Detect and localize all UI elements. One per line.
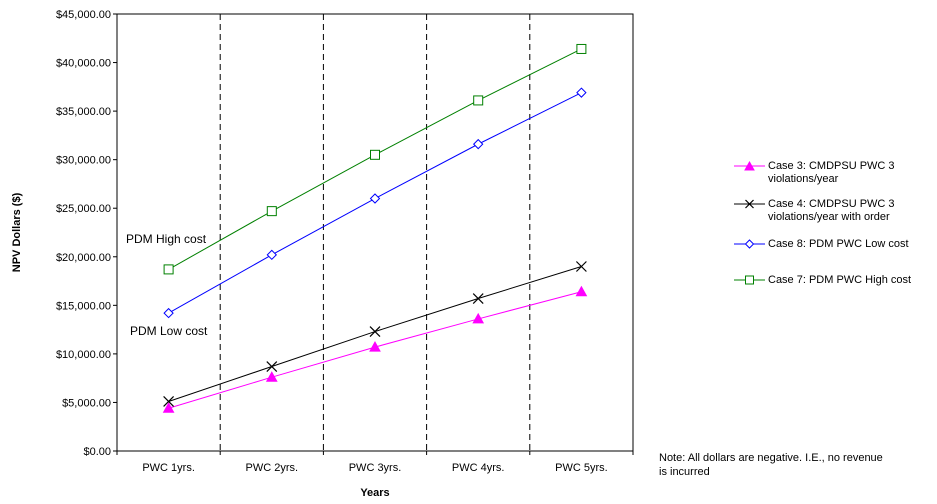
data-point xyxy=(472,312,485,324)
legend-item-case-3: Case 3: CMDPSU PWC 3 violations/year xyxy=(734,160,934,198)
legend-item-case-8: Case 8: PDM PWC Low cost xyxy=(734,238,934,274)
series-4 xyxy=(163,43,587,275)
y-tick-label: $40,000.00 xyxy=(56,58,111,70)
data-point xyxy=(473,95,484,106)
y-axis-title: NPV Dollars ($) xyxy=(11,192,23,272)
annotation-pdm-low-cost: PDM Low cost xyxy=(130,324,208,338)
y-tick-label: $45,000.00 xyxy=(56,9,111,21)
data-point xyxy=(370,149,380,160)
data-point xyxy=(265,371,278,382)
data-point xyxy=(369,193,381,204)
legend: Case 3: CMDPSU PWC 3 violations/year Cas… xyxy=(734,160,934,294)
legend-label-case-4: Case 4: CMDPSU PWC 3 violations/year wit… xyxy=(768,198,895,223)
y-axis: $0.00 $5,000.00 $10,000.00 $15,000.00 $20,00… xyxy=(56,9,117,458)
x-tick-label: PWC 5yrs. xyxy=(555,462,608,474)
data-point xyxy=(369,326,381,337)
legend-item-case-7: Case 7: PDM PWC High cost xyxy=(734,274,934,294)
data-point xyxy=(369,341,381,352)
y-tick-label: $25,000.00 xyxy=(56,203,111,215)
data-point xyxy=(472,138,484,150)
y-tick-label: $0.00 xyxy=(83,446,111,458)
x-tick-label: PWC 1yrs. xyxy=(142,462,195,474)
x-axis: PWC 1yrs. PWC 2yrs. PWC 3yrs. PWC 4yrs. PWC … xyxy=(116,451,634,474)
data-point xyxy=(266,361,278,372)
legend-item-case-4: Case 4: CMDPSU PWC 3 violations/year wit… xyxy=(734,198,934,238)
series-1 xyxy=(162,285,588,413)
y-tick-label: $5,000.00 xyxy=(62,397,111,409)
series-line xyxy=(168,266,582,402)
data-point xyxy=(472,293,484,304)
data-point xyxy=(576,43,587,54)
legend-label-case-3: Case 3: CMDPSU PWC 3 violations/year xyxy=(768,160,895,185)
y-tick-label: $35,000.00 xyxy=(56,106,111,118)
legend-marker-case-7 xyxy=(734,275,765,285)
data-point xyxy=(266,249,278,261)
data-point xyxy=(266,206,277,217)
annotation-pdm-high-cost: PDM High cost xyxy=(126,232,207,246)
legend-marker-case-8 xyxy=(734,239,765,249)
series-3 xyxy=(163,87,587,319)
note-text: Note: All dollars are negative. I.E., no… xyxy=(659,452,883,478)
x-axis-title: Years xyxy=(360,487,389,499)
legend-label-case-8: Case 8: PDM PWC Low cost xyxy=(768,238,909,250)
data-point xyxy=(163,264,174,275)
x-tick-label: PWC 2yrs. xyxy=(246,462,299,474)
series-2 xyxy=(163,261,587,407)
plot-area-border xyxy=(116,13,634,452)
x-tick-label: PWC 3yrs. xyxy=(349,462,402,474)
y-tick-label: $30,000.00 xyxy=(56,155,111,167)
legend-label-case-7: Case 7: PDM PWC High cost xyxy=(768,274,912,286)
data-point xyxy=(162,402,175,413)
y-tick-label: $20,000.00 xyxy=(56,252,111,264)
data-point xyxy=(163,396,175,407)
data-point xyxy=(163,307,174,319)
y-tick-label: $15,000.00 xyxy=(56,300,111,312)
legend-marker-case-4 xyxy=(734,199,765,209)
data-point xyxy=(576,87,587,98)
legend-marker-case-3 xyxy=(734,160,765,171)
series-group xyxy=(162,43,588,413)
data-point xyxy=(575,261,587,272)
y-tick-label: $10,000.00 xyxy=(56,349,111,361)
data-point xyxy=(575,285,588,297)
vertical-gridlines xyxy=(219,14,531,451)
x-tick-label: PWC 4yrs. xyxy=(452,462,505,474)
